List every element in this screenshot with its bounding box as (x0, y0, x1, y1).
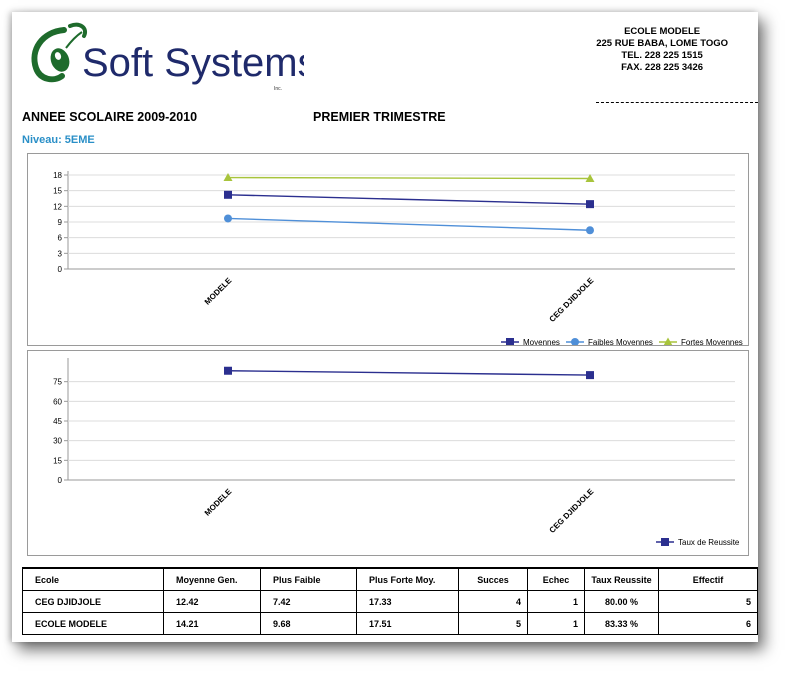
y-tick-label: 12 (53, 202, 62, 211)
averages-chart: 0 3 6 9 12 15 18 MODELE CEG DJIDJOLE Moyennes Faib… (53, 171, 743, 347)
col-succes: Succes (458, 567, 528, 591)
school-fax: FAX. 228 225 3426 (621, 62, 704, 73)
x-tick-label: CEG DJIDJOLE (548, 276, 596, 324)
y-tick-label: 9 (58, 218, 63, 227)
cell-taux-reussite: 80.00 % (584, 590, 659, 613)
data-point (224, 214, 232, 223)
x-tick-label: MODELE (203, 276, 234, 307)
series-line (227, 370, 591, 376)
school-info: ECOLE MODELE 225 RUE BABA, LOME TOGO TEL… (596, 26, 728, 74)
school-address: 225 RUE BABA, LOME TOGO (596, 38, 728, 49)
data-point (586, 226, 594, 235)
legend-label: Faibles Moyennes (588, 338, 653, 345)
legend-marker (663, 337, 673, 346)
col-plus-forte: Plus Forte Moy. (356, 567, 459, 591)
data-point (224, 190, 232, 199)
table-row: CEG DJIDJOLE 12.42 7.42 17.33 4 1 80.00 … (22, 590, 758, 613)
col-moyenne-gen: Moyenne Gen. (163, 567, 261, 591)
cell-effectif: 5 (658, 590, 758, 613)
x-tick-label: MODELE (203, 487, 234, 518)
y-tick-label: 15 (53, 456, 62, 465)
cell-succes: 5 (458, 612, 528, 635)
legend-marker (506, 338, 514, 346)
col-plus-faible: Plus Faible (260, 567, 357, 591)
y-tick-label: 3 (58, 249, 63, 258)
results-table: Ecole Moyenne Gen. Plus Faible Plus Fort… (22, 567, 758, 635)
table-row: ECOLE MODELE 14.21 9.68 17.51 5 1 83.33 … (22, 612, 758, 635)
term-title: PREMIER TRIMESTRE (313, 110, 446, 124)
y-tick-label: 75 (53, 378, 62, 387)
data-point (224, 366, 232, 375)
averages-chart-panel: 0 3 6 9 12 15 18 MODELE CEG DJIDJOLE Moyennes Faib… (27, 153, 749, 347)
legend-marker (661, 538, 669, 546)
success-rate-chart-panel: 0 15 30 45 60 75 MODELE CEG DJIDJOLE Taux de Reu… (27, 350, 749, 556)
col-ecole: Ecole (22, 567, 164, 591)
cell-plus-forte: 17.33 (356, 590, 459, 613)
legend-label: Taux de Reussite (678, 538, 740, 547)
cell-plus-faible: 7.42 (260, 590, 357, 613)
y-tick-label: 0 (58, 265, 63, 274)
y-tick-label: 6 (58, 234, 63, 243)
cell-succes: 4 (458, 590, 528, 613)
school-tel: TEL. 228 225 1515 (621, 50, 703, 61)
col-taux-reussite: Taux Reussite (584, 567, 659, 591)
y-tick-label: 30 (53, 437, 62, 446)
legend-label: Fortes Moyennes (681, 338, 743, 345)
y-tick-label: 18 (53, 171, 62, 180)
success-rate-chart: 0 15 30 45 60 75 MODELE CEG DJIDJOLE Taux de Reu… (53, 358, 740, 547)
report-page: Soft Systems Inc. ECOLE MODELE 225 RUE B… (12, 12, 758, 642)
cell-echec: 1 (527, 612, 585, 635)
cell-moyenne-gen: 12.42 (163, 590, 261, 613)
legend-marker (571, 338, 579, 346)
cell-echec: 1 (527, 590, 585, 613)
mouse-swirl-icon (31, 22, 87, 83)
data-point (586, 371, 594, 380)
y-tick-label: 0 (58, 476, 63, 485)
school-year-title: ANNEE SCOLAIRE 2009-2010 (22, 110, 198, 124)
school-name: ECOLE MODELE (624, 26, 701, 37)
series-line (227, 217, 591, 231)
data-point (586, 200, 594, 209)
cell-effectif: 6 (658, 612, 758, 635)
table-header-row: Ecole Moyenne Gen. Plus Faible Plus Fort… (22, 567, 758, 591)
cell-plus-faible: 9.68 (260, 612, 357, 635)
level-label: Niveau: 5EME (22, 134, 95, 146)
col-echec: Echec (527, 567, 585, 591)
series-line (227, 194, 591, 205)
dashed-divider (596, 102, 758, 103)
cell-taux-reussite: 83.33 % (584, 612, 659, 635)
y-tick-label: 45 (53, 417, 62, 426)
legend-label: Moyennes (523, 338, 560, 345)
x-tick-label: CEG DJIDJOLE (548, 487, 596, 535)
logo-suffix: Inc. (274, 86, 282, 92)
data-point (585, 173, 595, 182)
series-line (227, 176, 591, 180)
y-tick-label: 15 (53, 187, 62, 196)
y-tick-label: 60 (53, 397, 62, 406)
logo-text: Soft Systems (82, 41, 304, 85)
soft-systems-logo: Soft Systems Inc. (31, 22, 304, 92)
data-point (223, 173, 233, 182)
cell-ecole: CEG DJIDJOLE (22, 590, 164, 613)
cell-moyenne-gen: 14.21 (163, 612, 261, 635)
cell-ecole: ECOLE MODELE (22, 612, 164, 635)
cell-plus-forte: 17.51 (356, 612, 459, 635)
col-effectif: Effectif (658, 567, 758, 591)
